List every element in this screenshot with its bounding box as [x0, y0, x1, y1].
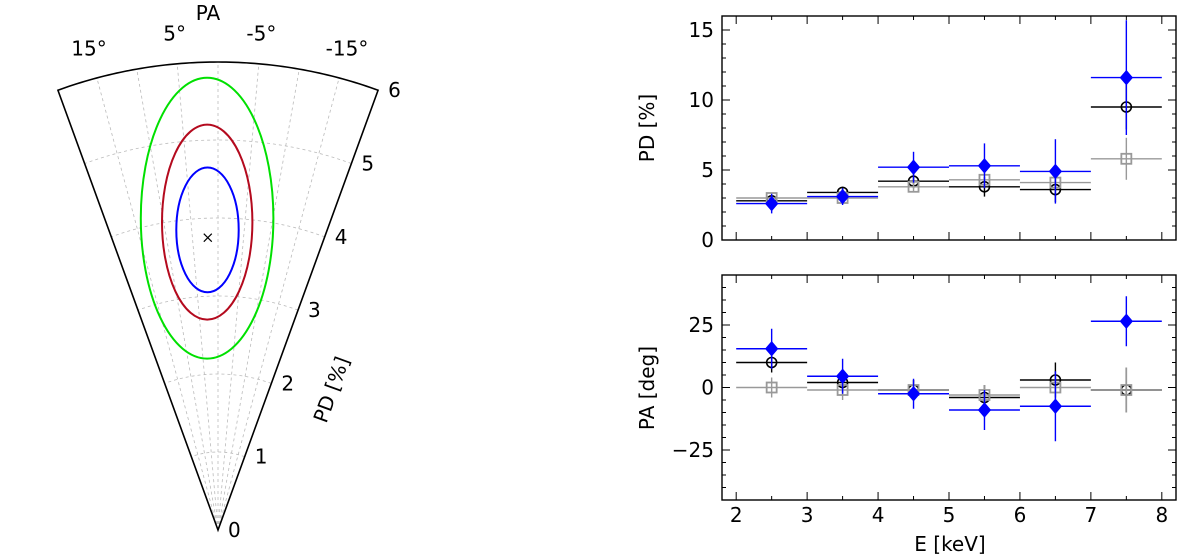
polar-radial-label: PD [%]	[308, 353, 354, 426]
x-tick-label: 7	[1085, 503, 1098, 527]
y-tick-label: 15	[689, 18, 714, 42]
polar-r-tick-label: 6	[388, 78, 401, 102]
x-tick-label: 6	[1014, 503, 1027, 527]
polar-r-tick-label: 1	[255, 445, 268, 469]
polar-grid-ray	[217, 77, 340, 531]
data-series	[736, 137, 1162, 204]
pa-panel: PA [deg] E [keV] 2 3 4 5 6 7 8 −25 0 25	[635, 274, 1177, 556]
y-tick-label: 25	[689, 313, 714, 337]
data-point	[835, 368, 850, 385]
data-series	[736, 352, 1162, 413]
data-series	[736, 84, 1162, 207]
y-tick-label: 5	[701, 158, 714, 182]
y-tick-label: 10	[689, 88, 714, 112]
polar-plot: PA PD [%] 0 1 2 3 4 5 6 15° 5° -5° -15°	[56, 1, 401, 542]
best-fit-marker	[203, 233, 213, 243]
polar-r-tick-label: 5	[361, 152, 374, 176]
data-point	[764, 340, 779, 357]
confidence-contour	[139, 76, 275, 360]
polar-theta-tick-label: -15°	[326, 37, 369, 61]
pd-y-axis-label: PD [%]	[635, 94, 659, 162]
data-point	[765, 381, 778, 394]
polar-frame	[56, 61, 380, 533]
data-point	[1119, 69, 1133, 86]
pa-x-axis-label: E [keV]	[914, 532, 985, 556]
data-point	[1119, 313, 1133, 330]
pa-y-axis-label: PA [deg]	[635, 346, 659, 430]
polar-grid-ray	[96, 77, 219, 531]
data-point	[1048, 163, 1063, 180]
y-tick-label: 0	[701, 376, 714, 400]
plot-frame	[721, 15, 1177, 241]
pd-panel: PD [%] 0 5 10 15	[635, 15, 1177, 252]
x-tick-label: 2	[730, 503, 743, 527]
confidence-contour	[175, 166, 240, 294]
polar-r-tick-label: 4	[335, 225, 348, 249]
data-series	[736, 367, 1162, 413]
y-tick-label: 0	[701, 228, 714, 252]
data-series	[736, 296, 1162, 442]
data-series	[736, 20, 1162, 214]
x-tick-label: 5	[943, 503, 956, 527]
data-point	[1120, 152, 1133, 165]
x-tick-label: 4	[872, 503, 885, 527]
data-point	[977, 402, 992, 418]
polar-theta-tick-label: 5°	[163, 22, 186, 46]
polar-grid-ray	[136, 69, 219, 531]
polar-grid-ray	[176, 63, 219, 531]
polar-title: PA	[196, 1, 221, 25]
data-point	[1120, 384, 1133, 396]
polar-grid-ray	[217, 69, 300, 531]
x-tick-label: 8	[1155, 503, 1168, 527]
y-tick-label: −25	[672, 438, 714, 462]
data-point	[835, 188, 850, 205]
polar-theta-tick-label: 15°	[71, 37, 106, 61]
data-point	[906, 159, 921, 175]
data-point	[906, 385, 921, 402]
polar-theta-tick-label: -5°	[246, 22, 276, 46]
data-point	[764, 195, 779, 212]
polar-r-tick-label: 0	[228, 518, 241, 542]
x-tick-label: 3	[801, 503, 814, 527]
data-point	[1048, 398, 1063, 415]
polar-r-tick-label: 2	[281, 371, 294, 395]
confidence-contour	[161, 123, 254, 321]
polar-r-tick-label: 3	[308, 298, 321, 322]
polar-grid-ray	[217, 63, 260, 531]
data-point	[977, 158, 992, 174]
